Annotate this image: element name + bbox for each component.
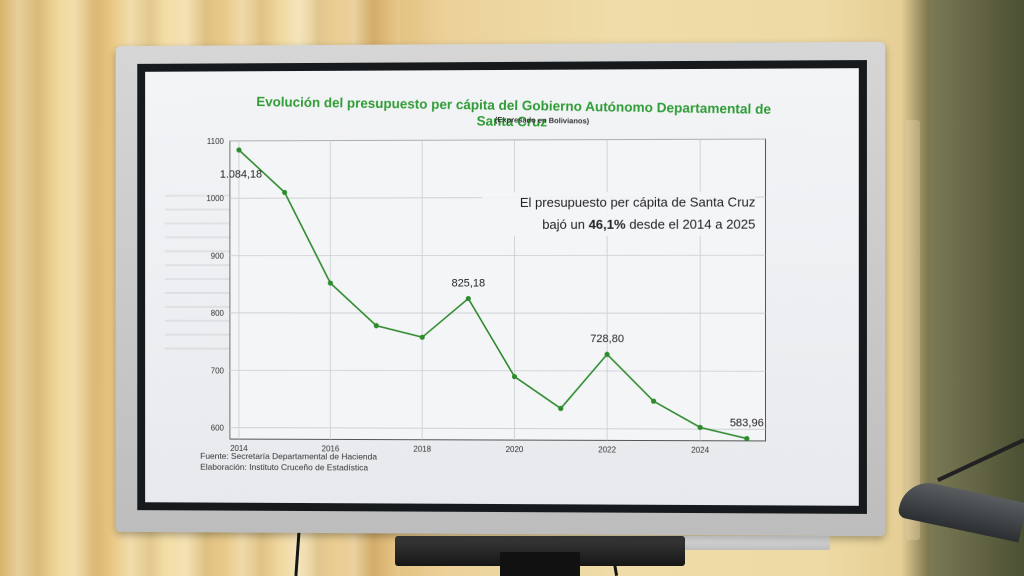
note-line-2: bajó un 46,1% desde el 2014 a 2025 — [482, 214, 755, 236]
source-line-1: Fuente: Secretaría Departamental de Haci… — [200, 451, 377, 463]
y-tick-label: 800 — [211, 309, 225, 318]
chart: 600 700 800 900 1000 1100 2014 2016 2018 2020 2022… — [184, 131, 783, 458]
source-line-2: Elaboración: Instituto Cruceño de Estadí… — [200, 462, 377, 474]
data-point — [651, 399, 656, 404]
data-label: 1.084,18 — [220, 169, 262, 181]
data-point — [512, 374, 517, 379]
device — [670, 536, 830, 550]
note-pre: bajó un — [542, 217, 588, 232]
x-tick-label: 2018 — [413, 445, 431, 453]
note-line-1: El presupuesto per cápita de Santa Cruz — [482, 191, 755, 214]
x-tick-label: 2024 — [691, 446, 710, 453]
data-point — [466, 296, 471, 301]
source-text: Fuente: Secretaría Departamental de Haci… — [200, 451, 377, 474]
y-tick-label: 600 — [211, 424, 225, 433]
data-point — [698, 425, 703, 430]
chart-note: El presupuesto per cápita de Santa Cruz … — [482, 191, 755, 236]
data-point — [558, 406, 563, 411]
y-tick-label: 1000 — [206, 194, 224, 203]
monitor-bezel: Evolución del presupuesto per cápita del… — [137, 60, 867, 514]
data-label: 583,96 — [730, 417, 764, 429]
stand-post — [500, 552, 580, 576]
note-post: desde el 2014 a 2025 — [626, 217, 756, 232]
y-tick-label: 1100 — [207, 137, 225, 146]
note-percent: 46,1% — [589, 217, 626, 232]
data-point — [604, 352, 609, 357]
data-point — [744, 436, 749, 441]
data-point — [282, 190, 287, 195]
data-label: 728,80 — [590, 333, 624, 345]
y-tick-label: 900 — [211, 252, 225, 261]
data-point — [420, 335, 425, 340]
x-tick-label: 2020 — [506, 445, 524, 453]
line-chart: 600700800900100011002014 2016 2018 2020 2022… — [184, 131, 783, 453]
data-point — [328, 281, 333, 286]
y-tick-label: 700 — [211, 366, 225, 375]
data-point — [374, 323, 379, 328]
wall-pipe — [906, 120, 920, 540]
screen: Evolución del presupuesto per cápita del… — [145, 68, 859, 506]
x-tick-label: 2022 — [598, 445, 616, 453]
chart-title: Evolución del presupuesto per cápita del… — [243, 94, 784, 134]
data-point — [236, 147, 241, 152]
monitor: Evolución del presupuesto per cápita del… — [116, 42, 886, 536]
data-label: 825,18 — [452, 278, 486, 290]
plot-area — [230, 139, 766, 441]
